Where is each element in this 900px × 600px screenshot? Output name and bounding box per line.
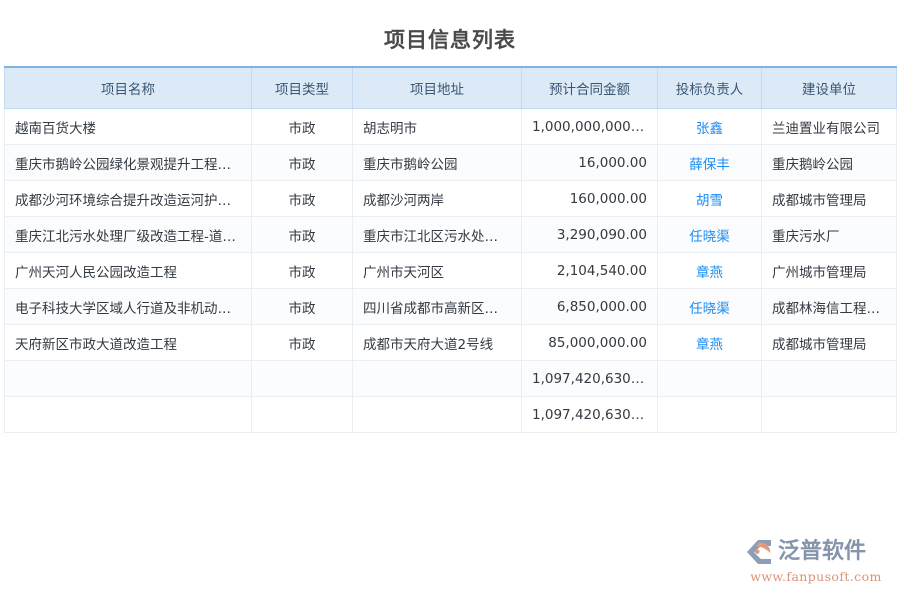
cell-unit: 成都林海信工程… bbox=[761, 288, 897, 325]
table-row[interactable]: 成都沙河环境综合提升改造运河护岸… 市政 成都沙河两岸 160,000.00 胡雪 成都城… bbox=[4, 180, 897, 217]
cell-name: 越南百货大楼 bbox=[4, 108, 252, 145]
table-row[interactable]: 越南百货大楼 市政 胡志明市 1,000,000,000.00 张鑫 兰迪置业有限公司 bbox=[4, 108, 897, 145]
cell-name bbox=[4, 360, 252, 397]
cell-owner[interactable]: 章燕 bbox=[657, 252, 762, 289]
cell-name: 成都沙河环境综合提升改造运河护岸… bbox=[4, 180, 252, 217]
cell-type: 市政 bbox=[251, 252, 353, 289]
cell-unit bbox=[761, 360, 897, 397]
cell-owner[interactable]: 章燕 bbox=[657, 324, 762, 361]
cell-type bbox=[251, 360, 353, 397]
logo-brand-name: 泛普软件 bbox=[778, 539, 867, 564]
cell-amount: 16,000.00 bbox=[521, 144, 658, 181]
bid-manager-link[interactable]: 章燕 bbox=[696, 264, 723, 281]
cell-addr bbox=[352, 396, 522, 433]
table-body: 越南百货大楼 市政 胡志明市 1,000,000,000.00 张鑫 兰迪置业有限公司 重庆… bbox=[4, 108, 897, 433]
cell-owner[interactable]: 任晓渠 bbox=[657, 216, 762, 253]
table-header: 项目名称 项目类型 项目地址 预计合同金额 投标负责人 建设单位 bbox=[4, 66, 897, 109]
bid-manager-link[interactable]: 任晓渠 bbox=[689, 300, 730, 317]
column-header-estimated-contract-amount[interactable]: 预计合同金额 bbox=[521, 66, 658, 109]
cell-amount: 1,000,000,000.00 bbox=[521, 108, 658, 145]
cell-name bbox=[4, 396, 252, 433]
project-info-table: 项目名称 项目类型 项目地址 预计合同金额 投标负责人 建设单位 越南百货大楼市… bbox=[4, 66, 897, 433]
table-row[interactable]: 重庆江北污水处理厂级改造工程-道路… 市政 重庆市江北区污水处理厂 3,290,090… bbox=[4, 216, 897, 253]
project-info-table-container: 项目名称 项目类型 项目地址 预计合同金额 投标负责人 建设单位 越南百货大楼市… bbox=[4, 66, 897, 433]
cell-owner bbox=[657, 396, 762, 433]
column-header-construction-unit[interactable]: 建设单位 bbox=[761, 66, 897, 109]
cell-unit: 重庆鹅岭公园 bbox=[761, 144, 897, 181]
cell-amount: 85,000,000.00 bbox=[521, 324, 658, 361]
cell-owner[interactable]: 任晓渠 bbox=[657, 288, 762, 325]
cell-unit: 重庆污水厂 bbox=[761, 216, 897, 253]
cell-type: 市政 bbox=[251, 108, 353, 145]
bid-manager-link[interactable]: 章燕 bbox=[696, 336, 723, 353]
page-title: 项目信息列表 bbox=[384, 28, 516, 52]
column-header-project-address[interactable]: 项目地址 bbox=[352, 66, 522, 109]
cell-amount: 3,290,090.00 bbox=[521, 216, 658, 253]
cell-amount: 1,097,420,630.00 bbox=[521, 360, 658, 397]
bid-manager-link[interactable]: 张鑫 bbox=[696, 120, 723, 137]
cell-amount: 1,097,420,630.00 bbox=[521, 396, 658, 433]
cell-unit bbox=[761, 396, 897, 433]
fanpu-software-watermark: 泛普软件 www.fanpusoft.com bbox=[744, 534, 884, 590]
cell-addr: 重庆市江北区污水处理厂 bbox=[352, 216, 522, 253]
cell-name: 天府新区市政大道改造工程 bbox=[4, 324, 252, 361]
cell-owner bbox=[657, 360, 762, 397]
cell-addr: 重庆市鹅岭公园 bbox=[352, 144, 522, 181]
table-header-row: 项目名称 项目类型 项目地址 预计合同金额 投标负责人 建设单位 bbox=[4, 66, 897, 109]
logo-row: 泛普软件 bbox=[744, 534, 884, 570]
cell-addr: 广州市天河区 bbox=[352, 252, 522, 289]
table-row[interactable]: 1,097,420,630.00 bbox=[4, 396, 897, 433]
cell-name: 广州天河人民公园改造工程 bbox=[4, 252, 252, 289]
cell-type: 市政 bbox=[251, 180, 353, 217]
cell-type bbox=[251, 396, 353, 433]
cell-unit: 兰迪置业有限公司 bbox=[761, 108, 897, 145]
table-row[interactable]: 广州天河人民公园改造工程 市政 广州市天河区 2,104,540.00 章燕 广州城市管理… bbox=[4, 252, 897, 289]
cell-type: 市政 bbox=[251, 324, 353, 361]
cell-type: 市政 bbox=[251, 144, 353, 181]
table-row[interactable]: 电子科技大学区域人行道及非机动车… 市政 四川省成都市高新区西… 6,850,000.… bbox=[4, 288, 897, 325]
cell-addr: 四川省成都市高新区西… bbox=[352, 288, 522, 325]
column-header-project-type[interactable]: 项目类型 bbox=[251, 66, 353, 109]
cell-type: 市政 bbox=[251, 216, 353, 253]
cell-name: 电子科技大学区域人行道及非机动车… bbox=[4, 288, 252, 325]
cell-unit: 广州城市管理局 bbox=[761, 252, 897, 289]
fanpu-arrow-icon bbox=[744, 537, 774, 567]
cell-owner[interactable]: 胡雪 bbox=[657, 180, 762, 217]
cell-owner[interactable]: 薛保丰 bbox=[657, 144, 762, 181]
column-header-bid-manager[interactable]: 投标负责人 bbox=[657, 66, 762, 109]
cell-amount: 2,104,540.00 bbox=[521, 252, 658, 289]
cell-amount: 160,000.00 bbox=[521, 180, 658, 217]
cell-addr: 成都市天府大道2号线 bbox=[352, 324, 522, 361]
cell-unit: 成都城市管理局 bbox=[761, 180, 897, 217]
cell-owner[interactable]: 张鑫 bbox=[657, 108, 762, 145]
cell-amount: 6,850,000.00 bbox=[521, 288, 658, 325]
cell-unit: 成都城市管理局 bbox=[761, 324, 897, 361]
bid-manager-link[interactable]: 薛保丰 bbox=[689, 156, 730, 173]
cell-name: 重庆市鹅岭公园绿化景观提升工程施工 bbox=[4, 144, 252, 181]
column-header-project-name[interactable]: 项目名称 bbox=[4, 66, 252, 109]
bid-manager-link[interactable]: 胡雪 bbox=[696, 192, 723, 209]
table-row[interactable]: 天府新区市政大道改造工程 市政 成都市天府大道2号线 85,000,000.00 章燕 成… bbox=[4, 324, 897, 361]
cell-addr: 成都沙河两岸 bbox=[352, 180, 522, 217]
logo-website-url: www.fanpusoft.com bbox=[750, 569, 882, 584]
table-row[interactable]: 1,097,420,630.00 bbox=[4, 360, 897, 397]
cell-addr bbox=[352, 360, 522, 397]
table-row[interactable]: 重庆市鹅岭公园绿化景观提升工程施工 市政 重庆市鹅岭公园 16,000.00 薛保丰 重庆… bbox=[4, 144, 897, 181]
cell-addr: 胡志明市 bbox=[352, 108, 522, 145]
cell-type: 市政 bbox=[251, 288, 353, 325]
bid-manager-link[interactable]: 任晓渠 bbox=[689, 228, 730, 245]
cell-name: 重庆江北污水处理厂级改造工程-道路… bbox=[4, 216, 252, 253]
